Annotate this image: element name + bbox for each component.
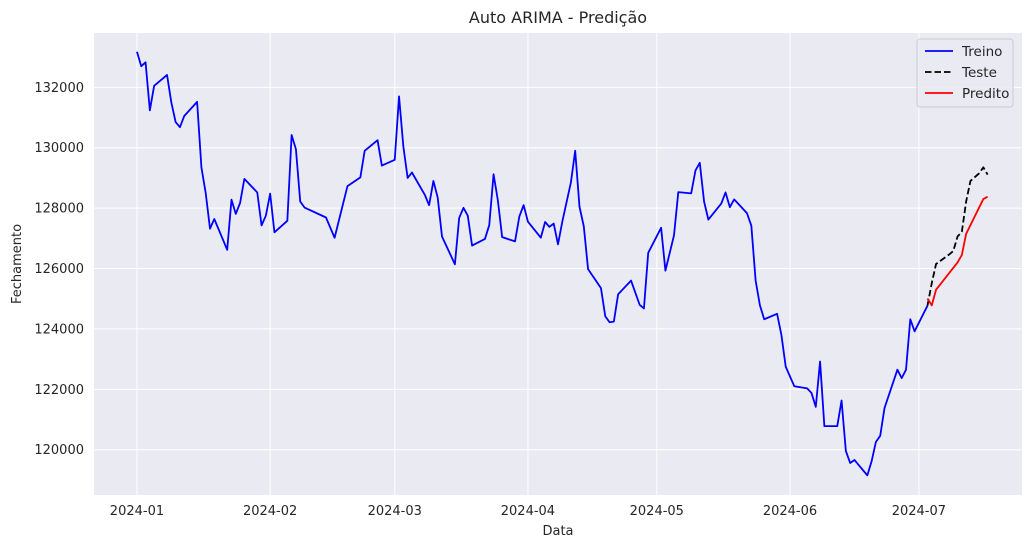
x-tick-label: 2024-05 [630, 504, 684, 519]
plot-background [94, 33, 1022, 495]
grid-layer [94, 33, 1022, 495]
legend: Treino Teste Predito [916, 38, 1014, 108]
x-axis-label: Data [542, 524, 573, 539]
x-tick-label: 2024-03 [368, 504, 422, 519]
y-tick-label: 132000 [34, 81, 84, 96]
series-line-teste [926, 166, 989, 306]
x-tick-label: 2024-02 [243, 504, 297, 519]
x-tick-label: 2024-04 [501, 504, 555, 519]
y-tick-label: 122000 [34, 383, 84, 398]
y-tick-label: 130000 [34, 141, 84, 156]
y-tick-label: 120000 [34, 443, 84, 458]
series-line-predito [926, 195, 989, 307]
y-axis-label: Fechamento [10, 224, 25, 304]
legend-label-treino: Treino [961, 44, 1002, 60]
x-tick-label: 2024-01 [110, 504, 164, 519]
chart-title: Auto ARIMA - Predição [469, 8, 647, 27]
series-layer [136, 51, 989, 477]
tick-layer: 2024-01 2024-02 2024-03 2024-04 2024-05 2024-… [34, 81, 946, 519]
legend-label-predito: Predito [962, 86, 1009, 102]
y-tick-label: 128000 [34, 202, 84, 217]
series-line-treino [136, 51, 929, 477]
x-tick-label: 2024-06 [763, 504, 817, 519]
y-tick-label: 126000 [34, 262, 84, 277]
legend-label-teste: Teste [961, 65, 997, 81]
y-tick-label: 124000 [34, 322, 84, 337]
legend-box [916, 38, 1014, 108]
x-tick-label: 2024-07 [892, 504, 946, 519]
